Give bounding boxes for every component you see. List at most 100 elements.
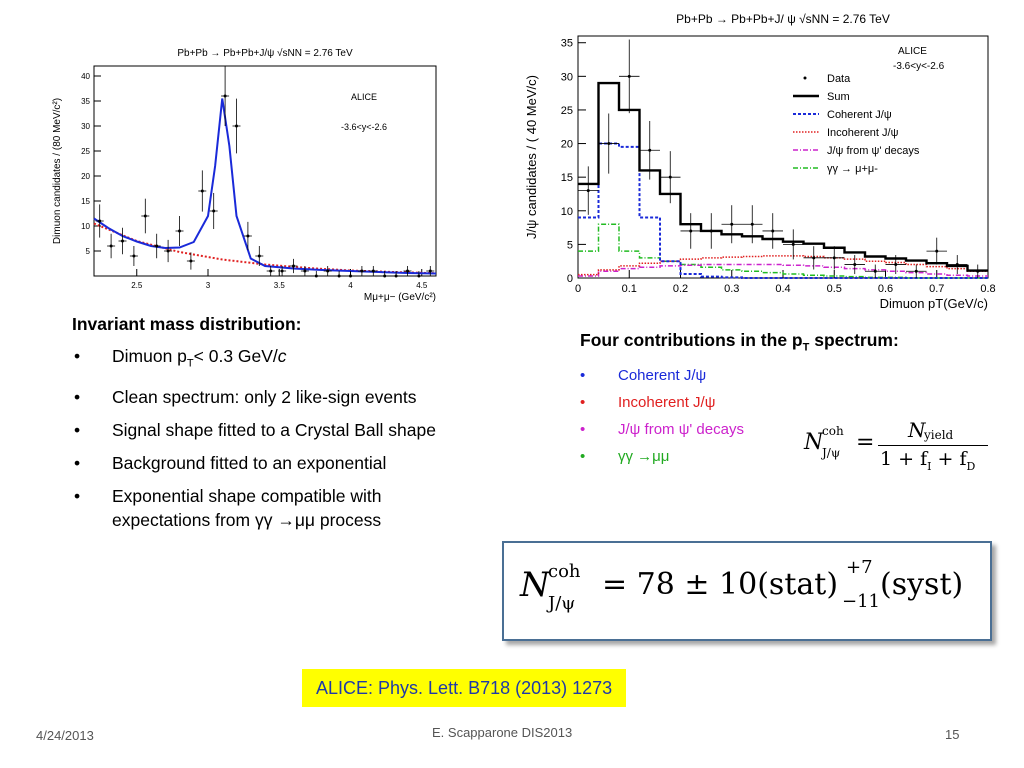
bullet-clean-spectrum: Clean spectrum: only 2 like-sign events	[72, 385, 452, 409]
footer-page-number: 15	[945, 727, 960, 742]
data-point	[337, 274, 341, 278]
coherent-fraction-formula: N coh J/ψ = N yield 1 + fI + fD	[804, 418, 994, 473]
right-heading: Four contributions in the pT spectrum:	[580, 330, 899, 354]
contribution-incoherent: Incoherent J/ψ	[580, 393, 1000, 413]
left-text-block: Invariant mass distribution: Dimuon pT< …	[72, 312, 452, 541]
data-point	[269, 269, 273, 273]
data-point	[223, 94, 227, 98]
data-point	[280, 269, 284, 273]
reference-banner: ALICE: Phys. Lett. B718 (2013) 1273	[302, 669, 627, 707]
x-tick-label: 4.5	[416, 281, 428, 290]
data-point	[371, 269, 375, 273]
data-point	[349, 274, 352, 278]
legend-label: Data	[827, 73, 851, 85]
y-tick-label: 35	[561, 38, 573, 50]
data-point	[360, 269, 364, 273]
data-point	[155, 244, 159, 248]
data-point	[212, 209, 216, 213]
data-point	[246, 234, 250, 238]
y-tick-label: 20	[561, 139, 573, 151]
x-tick-label: 0.1	[622, 283, 637, 295]
legend-label: Sum	[827, 91, 850, 103]
contribution-psiprime: J/ψ from ψ' decays	[580, 420, 1000, 440]
y-axis-label: Dimuon candidates / (80 MeV/c²)	[52, 98, 63, 244]
signal-fit-curve	[93, 98, 437, 275]
y-tick-label: 5	[86, 247, 91, 256]
data-point	[627, 74, 631, 78]
bullet-pt-cut: Dimuon pT< 0.3 GeV/c	[72, 344, 452, 376]
data-point	[832, 256, 836, 260]
x-tick-label: 2.5	[131, 281, 143, 290]
data-point	[812, 256, 816, 260]
data-point	[166, 249, 170, 253]
y-tick-label: 10	[81, 222, 90, 231]
plot-frame	[93, 65, 437, 277]
x-tick-label: 0.2	[673, 283, 688, 295]
data-point	[914, 269, 918, 273]
right-text-block: Four contributions in the pT spectrum: C…	[580, 328, 1000, 474]
x-tick-label: 0.6	[878, 283, 893, 295]
data-point	[406, 269, 409, 273]
data-point	[709, 229, 713, 233]
data-point	[607, 142, 611, 146]
legend-label: γγ → μ+μ-	[827, 163, 878, 175]
data-point	[730, 222, 734, 226]
data-point	[771, 229, 775, 233]
y-tick-label: 25	[561, 105, 573, 117]
psiprime-histogram	[578, 263, 988, 277]
data-point	[648, 148, 652, 152]
data-point	[428, 269, 432, 273]
data-point	[235, 124, 238, 128]
x-tick-label: 0.7	[929, 283, 944, 295]
data-point	[132, 254, 136, 258]
data-point	[143, 214, 147, 218]
background-fit-curve	[93, 222, 437, 275]
x-tick-label: 0	[575, 283, 581, 295]
data-point	[292, 264, 295, 268]
data-point	[98, 219, 102, 223]
data-point	[200, 189, 204, 193]
result-formula-box: N coh J/ψ = 78 ± 10(stat) +7 −11 (syst)	[502, 541, 992, 641]
x-axis-label: Mμ+μ− (GeV/c²)	[364, 292, 436, 303]
data-point	[326, 269, 330, 273]
contributions-list: Coherent J/ψ Incoherent J/ψ J/ψ from ψ' …	[580, 366, 1000, 467]
legend-label: J/ψ from ψ' decays	[827, 145, 920, 157]
data-point	[394, 274, 398, 278]
data-point	[894, 263, 898, 267]
data-point	[417, 274, 421, 278]
y-tick-label: 40	[81, 72, 90, 81]
chart-title: Pb+Pb → Pb+Pb+J/ ψ √sNN = 2.76 TeV	[676, 12, 890, 26]
annotation-rapidity: -3.6<y<-2.6	[893, 61, 945, 72]
coherent-histogram	[578, 142, 988, 279]
data-point	[383, 274, 387, 278]
x-tick-label: 0.4	[775, 283, 790, 295]
footer-author: E. Scapparone DIS2013	[432, 725, 573, 740]
gammagamma-histogram	[578, 223, 988, 279]
legend-marker-data	[803, 76, 807, 80]
x-tick-label: 0.3	[724, 283, 739, 295]
y-tick-label: 0	[567, 273, 573, 285]
y-tick-label: 20	[81, 172, 90, 181]
data-point	[586, 189, 590, 193]
y-tick-label: 15	[81, 197, 90, 206]
left-bullet-list: Dimuon pT< 0.3 GeV/c Clean spectrum: onl…	[72, 344, 452, 532]
bullet-background: Background fitted to an exponential	[72, 451, 452, 475]
data-point	[955, 263, 959, 267]
data-point	[257, 254, 261, 258]
legend-label: Coherent J/ψ	[827, 109, 892, 121]
y-tick-label: 5	[567, 239, 573, 251]
data-point	[976, 269, 980, 273]
x-tick-label: 4	[348, 281, 353, 290]
annotation-rapidity: -3.6<y<-2.6	[341, 122, 387, 132]
x-tick-label: 0.5	[827, 283, 842, 295]
x-axis-label: Dimuon pT(GeV/c)	[880, 296, 988, 311]
footer-date: 4/24/2013	[36, 728, 94, 743]
x-tick-label: 0.8	[980, 283, 995, 295]
x-tick-label: 3	[206, 281, 211, 290]
legend-label: Incoherent J/ψ	[827, 127, 899, 139]
annotation-alice: ALICE	[351, 92, 377, 102]
data-point	[873, 269, 877, 273]
data-point	[689, 229, 693, 233]
y-tick-label: 35	[81, 97, 90, 106]
data-point	[935, 249, 939, 253]
